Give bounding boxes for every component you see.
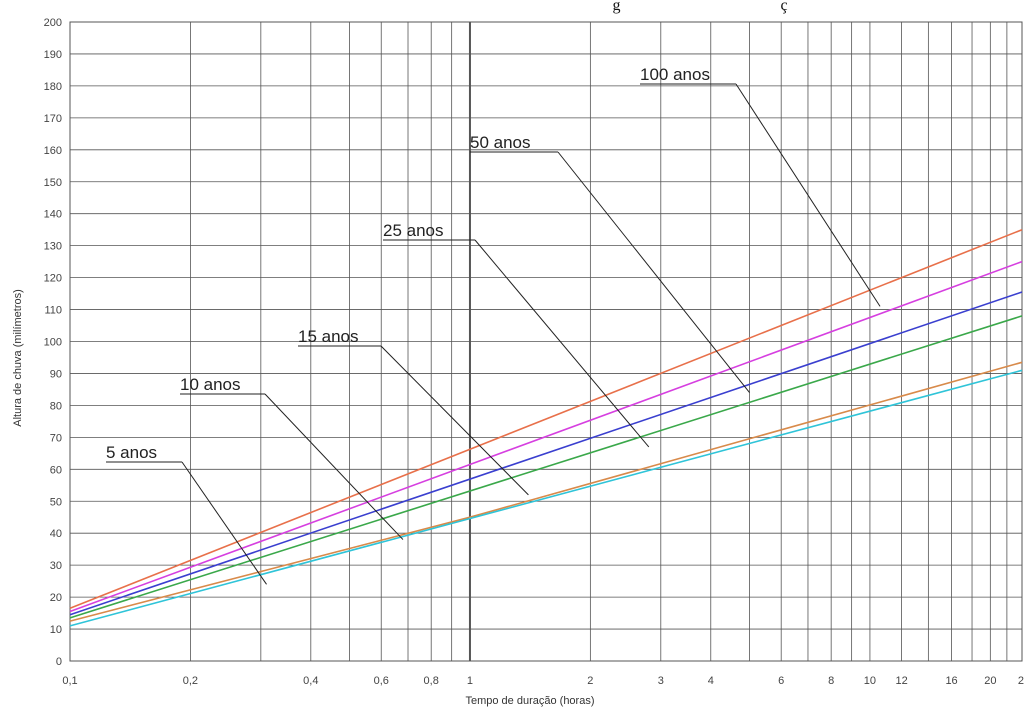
x-tick-label: 0,6	[374, 675, 389, 687]
chart-title-fragment: g ç	[612, 0, 787, 14]
x-tick-label: 10	[864, 675, 876, 687]
series-line-15-anos	[69, 315, 1023, 619]
annotation-label: 100 anos	[640, 65, 710, 84]
annotation-label: 10 anos	[180, 375, 241, 394]
y-tick-label: 160	[44, 145, 62, 157]
y-tick-label: 170	[44, 113, 62, 125]
annotation-leader	[557, 151, 750, 393]
y-axis-label: Altura de chuva (milímetros)	[12, 289, 24, 427]
y-tick-label: 40	[50, 528, 62, 540]
y-tick-label: 70	[50, 432, 62, 444]
series-line-10-anos	[69, 361, 1023, 622]
annotation-leader	[264, 393, 404, 540]
x-tick-label: 0,1	[62, 675, 77, 687]
y-tick-label: 20	[50, 592, 62, 604]
annotation-label: 25 anos	[383, 221, 444, 240]
x-tick-label: 16	[945, 675, 957, 687]
y-tick-label: 110	[44, 305, 62, 317]
y-tick-label: 80	[50, 400, 62, 412]
x-tick-label: 2	[587, 675, 593, 687]
annotation-label: 5 anos	[106, 443, 157, 462]
x-tick-label: 12	[895, 675, 907, 687]
series-line-100-anos	[69, 228, 1023, 610]
x-tick-label: 4	[708, 675, 714, 687]
annotation-label: 15 anos	[298, 327, 359, 346]
y-tick-label: 140	[44, 209, 62, 221]
annotation-leader	[380, 345, 529, 496]
y-tick-label: 90	[50, 368, 62, 380]
series-line-25-anos	[69, 291, 1023, 616]
y-tick-label: 150	[44, 177, 62, 189]
y-tick-label: 0	[56, 656, 62, 668]
y-tick-label: 30	[50, 560, 62, 572]
x-axis-label: Tempo de duração (horas)	[465, 695, 594, 707]
x-tick-label: 0,8	[424, 675, 439, 687]
x-tick-label: 0,2	[183, 675, 198, 687]
x-tick-label: 0,4	[303, 675, 318, 687]
y-tick-label: 60	[50, 464, 62, 476]
x-tick-label: 1	[467, 675, 473, 687]
annotation-label: 50 anos	[470, 133, 531, 152]
y-tick-label: 100	[44, 337, 62, 349]
annotation-leader	[181, 461, 267, 585]
y-tick-label: 10	[50, 624, 62, 636]
y-tick-label: 190	[44, 49, 62, 61]
x-tick-label: 2	[1018, 675, 1024, 687]
x-tick-label: 8	[828, 675, 834, 687]
x-axis-ticks: 0,1 0,2 0,4 0,6 0,8 1 2 3 4 6 8 10 12 16 20 2	[62, 675, 1024, 687]
y-tick-label: 120	[44, 273, 62, 285]
y-tick-label: 50	[50, 496, 62, 508]
annotation-leader	[474, 239, 650, 448]
series-lines	[69, 228, 1023, 627]
y-tick-label: 200	[44, 17, 62, 29]
series-line-50-anos	[69, 260, 1023, 613]
annotation-leader	[735, 83, 881, 307]
y-axis-ticks: 0 10 20 30 40 50 60 70 80 90 100 110 120 130 140 150 160…	[44, 17, 62, 668]
y-tick-label: 180	[44, 81, 62, 93]
x-tick-label: 20	[984, 675, 996, 687]
x-tick-label: 6	[778, 675, 784, 687]
y-tick-label: 130	[44, 241, 62, 253]
grid	[69, 21, 1023, 662]
x-tick-label: 3	[658, 675, 664, 687]
annotations: 100 anos 50 anos 25 anos 15 anos 10 anos 5 an…	[106, 65, 881, 585]
series-line-5-anos	[69, 369, 1023, 627]
